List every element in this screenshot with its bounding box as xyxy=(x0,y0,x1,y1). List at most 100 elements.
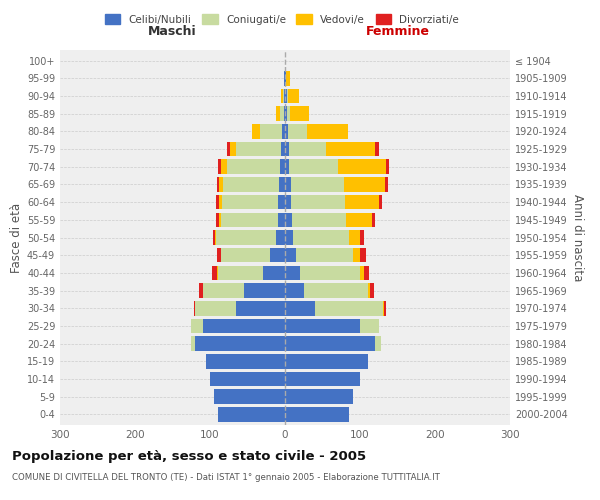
Bar xyxy=(287,88,288,103)
Text: Maschi: Maschi xyxy=(148,24,197,38)
Bar xyxy=(221,248,270,262)
Bar xyxy=(285,230,293,245)
Bar xyxy=(286,71,290,86)
Bar xyxy=(281,142,285,156)
Bar xyxy=(193,301,195,316)
Bar xyxy=(372,212,375,227)
Bar xyxy=(383,301,384,316)
Bar xyxy=(191,336,195,351)
Bar xyxy=(191,318,203,333)
Bar xyxy=(285,354,367,368)
Bar xyxy=(277,212,285,227)
Bar xyxy=(278,195,285,210)
Bar xyxy=(285,71,286,86)
Bar xyxy=(219,195,222,210)
Bar xyxy=(293,230,349,245)
Bar xyxy=(281,88,283,103)
Bar xyxy=(283,88,284,103)
Bar xyxy=(367,284,370,298)
Bar xyxy=(289,160,337,174)
Bar xyxy=(282,124,285,138)
Bar xyxy=(218,407,285,422)
Bar xyxy=(260,124,282,138)
Bar xyxy=(386,160,389,174)
Bar xyxy=(284,71,285,86)
Bar xyxy=(285,106,287,121)
Bar xyxy=(385,177,388,192)
Bar xyxy=(222,195,278,210)
Bar xyxy=(285,212,292,227)
Bar xyxy=(379,195,382,210)
Bar xyxy=(384,301,386,316)
Bar xyxy=(360,230,364,245)
Bar xyxy=(284,88,285,103)
Bar xyxy=(263,266,285,280)
Bar xyxy=(285,88,287,103)
Bar xyxy=(285,372,360,386)
Bar xyxy=(195,301,236,316)
Bar xyxy=(343,177,385,192)
Bar xyxy=(284,106,285,121)
Bar xyxy=(375,336,381,351)
Bar xyxy=(230,142,236,156)
Bar xyxy=(288,124,307,138)
Bar xyxy=(203,318,285,333)
Bar xyxy=(219,212,221,227)
Bar xyxy=(215,230,216,245)
Bar xyxy=(216,195,219,210)
Bar xyxy=(227,142,230,156)
Bar xyxy=(216,212,219,227)
Bar xyxy=(285,142,289,156)
Bar xyxy=(236,142,281,156)
Bar xyxy=(290,106,309,121)
Bar xyxy=(326,142,375,156)
Bar xyxy=(285,177,291,192)
Bar xyxy=(203,284,244,298)
Bar xyxy=(285,407,349,422)
Text: Femmine: Femmine xyxy=(365,24,430,38)
Bar xyxy=(346,212,372,227)
Bar xyxy=(285,160,289,174)
Bar xyxy=(360,266,364,280)
Bar xyxy=(285,195,291,210)
Bar xyxy=(280,160,285,174)
Bar xyxy=(345,195,379,210)
Bar xyxy=(221,160,227,174)
Bar xyxy=(195,336,285,351)
Bar xyxy=(285,336,375,351)
Bar xyxy=(236,301,285,316)
Bar xyxy=(280,106,284,121)
Bar xyxy=(221,212,277,227)
Bar xyxy=(244,284,285,298)
Bar xyxy=(216,230,276,245)
Bar xyxy=(296,248,353,262)
Bar xyxy=(360,248,366,262)
Bar xyxy=(285,284,304,298)
Bar xyxy=(285,390,353,404)
Bar xyxy=(217,266,218,280)
Text: COMUNE DI CIVITELLA DEL TRONTO (TE) - Dati ISTAT 1° gennaio 2005 - Elaborazione : COMUNE DI CIVITELLA DEL TRONTO (TE) - Da… xyxy=(12,472,440,482)
Bar xyxy=(214,390,285,404)
Bar xyxy=(353,248,360,262)
Text: Popolazione per età, sesso e stato civile - 2005: Popolazione per età, sesso e stato civil… xyxy=(12,450,366,463)
Bar xyxy=(364,266,369,280)
Bar xyxy=(291,177,343,192)
Bar xyxy=(285,248,296,262)
Bar xyxy=(375,142,379,156)
Bar xyxy=(279,177,285,192)
Bar xyxy=(337,160,386,174)
Y-axis label: Fasce di età: Fasce di età xyxy=(10,202,23,272)
Bar xyxy=(276,230,285,245)
Bar xyxy=(218,160,221,174)
Bar xyxy=(349,230,360,245)
Bar xyxy=(360,318,379,333)
Bar xyxy=(199,284,203,298)
Y-axis label: Anni di nascita: Anni di nascita xyxy=(571,194,584,281)
Bar xyxy=(287,106,290,121)
Bar xyxy=(252,124,260,138)
Bar xyxy=(217,177,219,192)
Bar xyxy=(285,318,360,333)
Bar xyxy=(291,195,345,210)
Bar xyxy=(270,248,285,262)
Bar xyxy=(285,266,300,280)
